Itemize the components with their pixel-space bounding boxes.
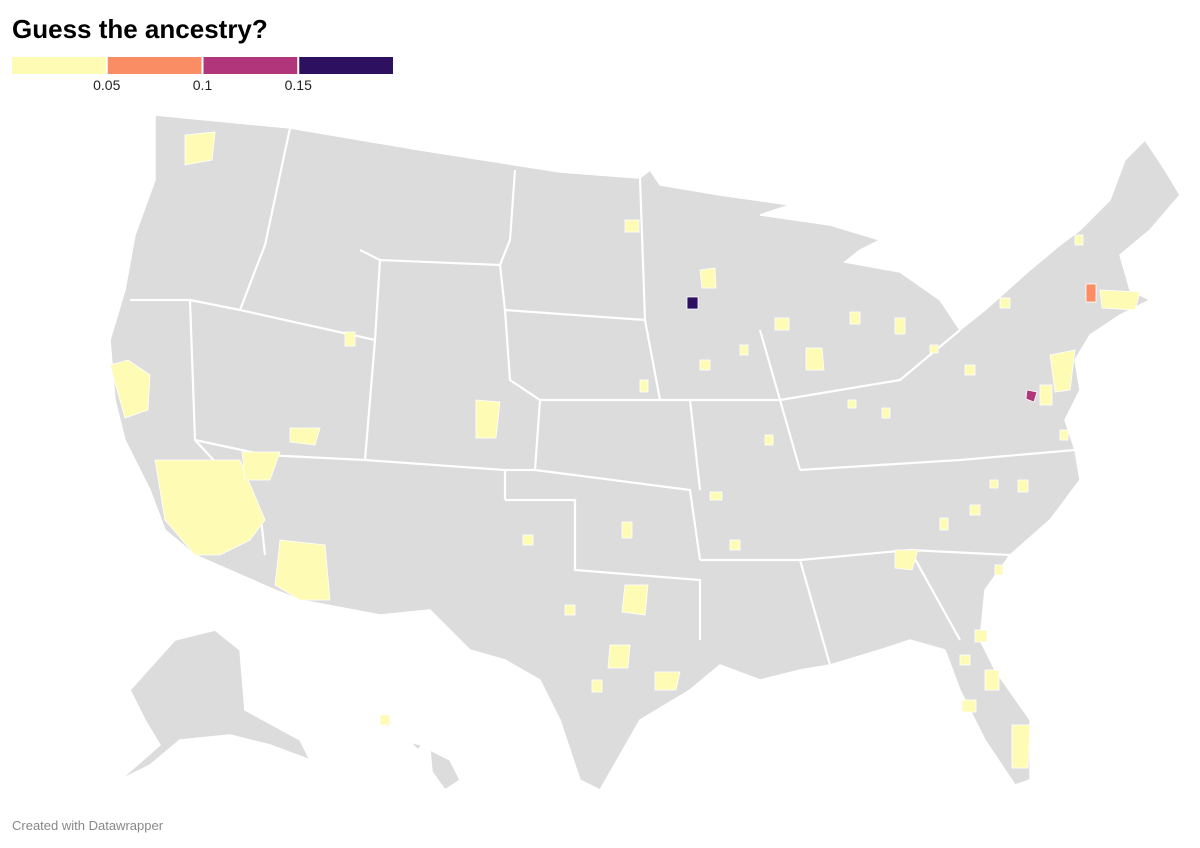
legend: 0.05 0.1 0.15 <box>12 57 393 93</box>
legend-swatch <box>12 57 106 74</box>
top-counties <box>686 283 1097 403</box>
legend-swatch <box>299 57 393 74</box>
footer: Created with Datawrapper <box>12 818 164 833</box>
legend-swatch <box>203 57 298 74</box>
highlighted-counties <box>109 131 1141 769</box>
legend-swatch <box>107 57 202 74</box>
legend-tick-label: 0.1 <box>193 77 213 93</box>
state-borders <box>130 127 1076 666</box>
legend-tick-label: 0.15 <box>285 77 312 93</box>
title: Guess the ancestry? <box>12 14 268 44</box>
legend-tick-label: 0.05 <box>93 77 120 93</box>
